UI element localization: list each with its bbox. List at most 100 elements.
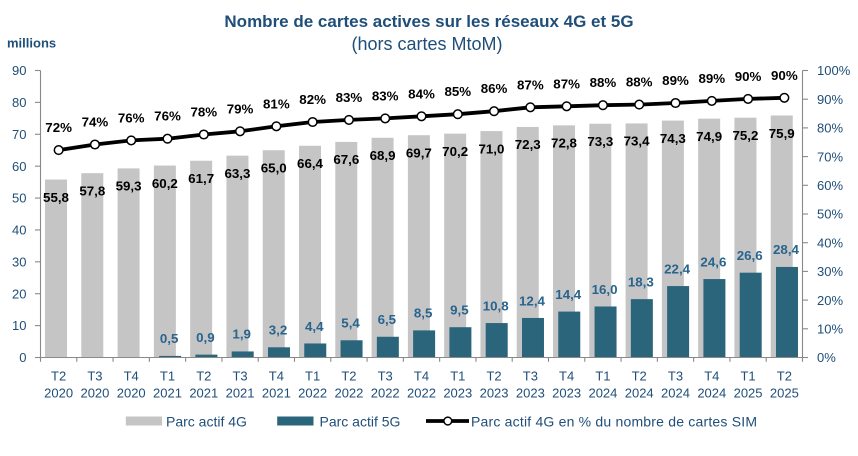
svg-text:72,3: 72,3 (515, 137, 541, 152)
svg-text:61,7: 61,7 (188, 171, 214, 186)
svg-text:22,4: 22,4 (664, 261, 691, 276)
svg-text:88%: 88% (626, 75, 653, 90)
svg-text:24,6: 24,6 (700, 254, 726, 269)
svg-text:2023: 2023 (516, 385, 545, 400)
svg-text:68,9: 68,9 (370, 148, 396, 163)
svg-text:2023: 2023 (480, 385, 509, 400)
svg-text:8,5: 8,5 (414, 306, 433, 321)
svg-text:50%: 50% (817, 207, 843, 222)
svg-text:T1: T1 (305, 369, 320, 384)
svg-text:0: 0 (19, 350, 26, 365)
svg-text:0,5: 0,5 (160, 331, 179, 346)
svg-text:65,0: 65,0 (261, 161, 287, 176)
svg-text:2023: 2023 (443, 385, 472, 400)
svg-text:18,3: 18,3 (628, 274, 654, 289)
svg-text:4,4: 4,4 (305, 319, 324, 334)
svg-text:73,3: 73,3 (587, 134, 613, 149)
svg-text:2024: 2024 (661, 385, 690, 400)
svg-text:87%: 87% (517, 77, 544, 92)
svg-text:2020: 2020 (80, 385, 109, 400)
svg-text:T4: T4 (704, 369, 719, 384)
svg-text:75,2: 75,2 (732, 128, 758, 143)
svg-text:100%: 100% (817, 63, 851, 78)
svg-text:T2: T2 (632, 369, 647, 384)
svg-text:T1: T1 (160, 369, 175, 384)
svg-text:T1: T1 (595, 369, 610, 384)
svg-text:72,8: 72,8 (551, 136, 577, 151)
svg-text:26,6: 26,6 (737, 248, 763, 263)
svg-text:2022: 2022 (371, 385, 400, 400)
svg-text:2021: 2021 (189, 385, 218, 400)
svg-text:20: 20 (12, 286, 26, 301)
svg-text:78%: 78% (190, 105, 217, 120)
svg-text:67,6: 67,6 (333, 152, 359, 167)
svg-text:10%: 10% (817, 322, 843, 337)
svg-text:90%: 90% (735, 69, 762, 84)
svg-text:90%: 90% (817, 92, 843, 107)
svg-text:T3: T3 (87, 369, 102, 384)
svg-text:2024: 2024 (697, 385, 726, 400)
svg-text:83%: 83% (372, 88, 399, 103)
svg-text:16,0: 16,0 (592, 282, 618, 297)
svg-text:T2: T2 (51, 369, 66, 384)
svg-text:83%: 83% (336, 90, 363, 105)
svg-text:millions: millions (7, 35, 56, 50)
svg-text:72%: 72% (45, 120, 72, 135)
svg-text:76%: 76% (154, 109, 181, 124)
svg-text:63,3: 63,3 (224, 166, 250, 181)
svg-text:89%: 89% (698, 71, 725, 86)
svg-text:T3: T3 (232, 369, 247, 384)
svg-text:70: 70 (12, 127, 26, 142)
svg-text:Parc actif 4G en % du nombre d: Parc actif 4G en % du nombre de cartes S… (471, 414, 757, 430)
svg-text:50: 50 (12, 191, 26, 206)
svg-text:85%: 85% (444, 84, 471, 99)
svg-text:2024: 2024 (588, 385, 617, 400)
svg-text:T4: T4 (269, 369, 284, 384)
svg-text:2021: 2021 (153, 385, 182, 400)
svg-text:0,9: 0,9 (196, 330, 215, 345)
svg-text:2020: 2020 (117, 385, 146, 400)
svg-text:76%: 76% (118, 110, 145, 125)
svg-text:T4: T4 (414, 369, 429, 384)
svg-text:60,2: 60,2 (152, 176, 178, 191)
svg-text:9,5: 9,5 (450, 303, 469, 318)
svg-text:T2: T2 (196, 369, 211, 384)
svg-text:Parc actif 4G: Parc actif 4G (166, 414, 247, 430)
svg-text:28,4: 28,4 (773, 242, 800, 257)
svg-text:2022: 2022 (334, 385, 363, 400)
svg-text:79%: 79% (227, 101, 254, 116)
svg-text:60: 60 (12, 159, 26, 174)
svg-text:70%: 70% (817, 149, 843, 164)
svg-text:T2: T2 (777, 369, 792, 384)
svg-text:59,3: 59,3 (116, 179, 142, 194)
svg-text:T3: T3 (378, 369, 393, 384)
svg-text:74%: 74% (82, 115, 109, 130)
svg-text:75,9: 75,9 (769, 126, 795, 141)
svg-text:40%: 40% (817, 235, 843, 250)
svg-text:70,2: 70,2 (442, 144, 468, 159)
svg-text:Parc actif 5G: Parc actif 5G (320, 414, 401, 430)
svg-text:2025: 2025 (734, 385, 763, 400)
svg-text:87%: 87% (553, 76, 580, 91)
svg-text:84%: 84% (408, 86, 435, 101)
svg-text:T2: T2 (486, 369, 501, 384)
svg-text:2022: 2022 (298, 385, 327, 400)
svg-text:T4: T4 (559, 369, 574, 384)
svg-text:2025: 2025 (770, 385, 799, 400)
svg-text:60%: 60% (817, 178, 843, 193)
svg-text:66,4: 66,4 (297, 156, 324, 171)
svg-text:80: 80 (12, 95, 26, 110)
svg-text:12,4: 12,4 (519, 293, 546, 308)
svg-text:74,3: 74,3 (660, 131, 686, 146)
svg-text:90: 90 (12, 63, 26, 78)
svg-text:T1: T1 (740, 369, 755, 384)
svg-text:2020: 2020 (44, 385, 73, 400)
svg-text:90%: 90% (771, 68, 798, 83)
svg-text:71,0: 71,0 (478, 141, 504, 156)
svg-text:69,7: 69,7 (406, 146, 432, 161)
svg-text:74,9: 74,9 (696, 129, 722, 144)
svg-text:14,4: 14,4 (555, 287, 582, 302)
svg-text:T4: T4 (124, 369, 139, 384)
svg-text:73,4: 73,4 (624, 134, 651, 149)
svg-text:(hors cartes MtoM): (hors cartes MtoM) (351, 34, 502, 54)
